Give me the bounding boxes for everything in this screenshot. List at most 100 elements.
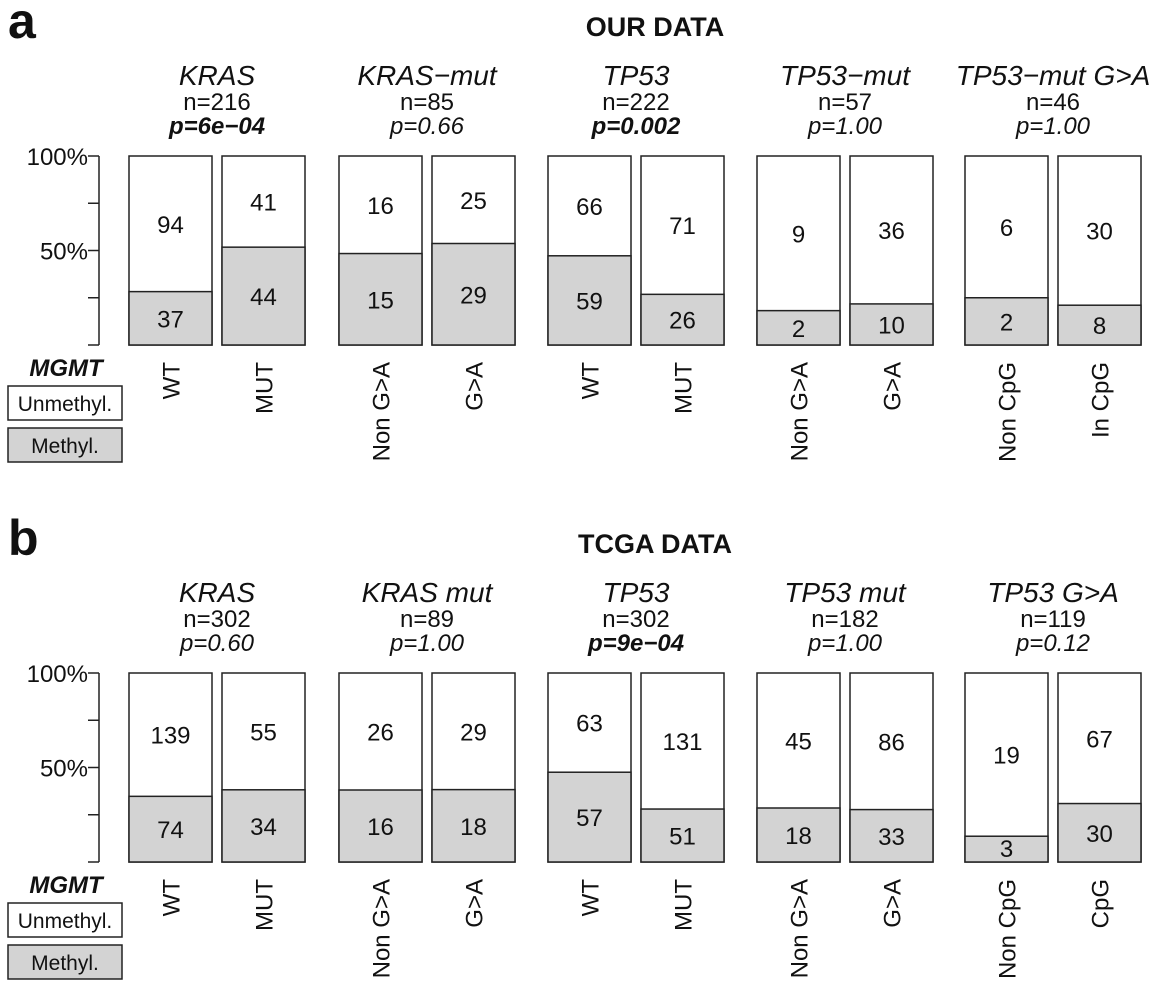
data-label-unmethyl: 6 xyxy=(1000,215,1013,242)
bar-unmethyl xyxy=(964,672,1049,863)
bar-methyl xyxy=(640,293,725,346)
x-tick-label: Non G>A xyxy=(787,362,814,461)
data-label-unmethyl: 66 xyxy=(576,194,603,221)
panel-b: b TCGA DATA100%50%KRASn=302p=0.6013974WT5… xyxy=(7,510,1142,980)
bar-methyl xyxy=(431,788,516,863)
data-label-unmethyl: 30 xyxy=(1086,219,1113,246)
group-p-value: p=1.00 xyxy=(807,113,883,140)
bar-methyl xyxy=(128,290,213,346)
group-n: n=89 xyxy=(400,606,454,633)
x-tick-label: MUT xyxy=(671,879,698,931)
bar-methyl xyxy=(128,795,213,863)
x-tick-label: G>A xyxy=(462,362,489,411)
legend-swatch xyxy=(7,944,123,980)
data-label-methyl: 8 xyxy=(1093,313,1106,340)
data-label-methyl: 74 xyxy=(157,817,184,844)
bar-methyl xyxy=(221,246,306,346)
data-label-methyl: 30 xyxy=(1086,821,1113,848)
group-title: KRAS−mut xyxy=(357,60,497,91)
y-tick-label: 100% xyxy=(27,661,88,688)
data-label-methyl: 10 xyxy=(878,312,905,339)
group-n: n=302 xyxy=(602,606,669,633)
x-tick-label: CpG xyxy=(1088,879,1115,928)
y-tick-label: 100% xyxy=(27,144,88,171)
data-label-unmethyl: 55 xyxy=(250,719,277,746)
group-p-value: p=1.00 xyxy=(1015,113,1091,140)
data-label-unmethyl: 94 xyxy=(157,212,184,239)
data-label-unmethyl: 67 xyxy=(1086,726,1113,753)
bar-methyl xyxy=(849,808,934,863)
bar-methyl xyxy=(338,252,423,346)
x-tick-label: Non CpG xyxy=(995,879,1022,979)
panel-letter: a xyxy=(8,0,37,49)
x-tick-label: WT xyxy=(578,879,605,917)
data-label-methyl: 59 xyxy=(576,288,603,315)
data-label-unmethyl: 131 xyxy=(662,729,702,756)
group-title: TP53−mut G>A xyxy=(956,60,1151,91)
bar-methyl xyxy=(338,789,423,863)
data-label-unmethyl: 36 xyxy=(878,218,905,245)
x-tick-label: Non G>A xyxy=(369,362,396,461)
x-tick-label: Non CpG xyxy=(995,362,1022,462)
data-label-unmethyl: 9 xyxy=(792,221,805,248)
group-n: n=46 xyxy=(1026,89,1080,116)
x-tick-label: Non G>A xyxy=(787,879,814,978)
data-label-unmethyl: 86 xyxy=(878,729,905,756)
x-tick-label: MUT xyxy=(252,362,279,414)
group-n: n=216 xyxy=(183,89,250,116)
group-n: n=57 xyxy=(818,89,872,116)
bar-methyl xyxy=(756,309,841,346)
bar-methyl xyxy=(431,242,516,346)
x-tick-label: G>A xyxy=(880,362,907,411)
group-p-value: p=6e−04 xyxy=(168,113,265,140)
data-label-methyl: 2 xyxy=(792,316,805,343)
data-label-unmethyl: 71 xyxy=(669,213,696,240)
x-tick-label: Non G>A xyxy=(369,879,396,978)
data-label-methyl: 3 xyxy=(1000,836,1013,863)
bar-methyl xyxy=(964,835,1049,863)
bar-methyl xyxy=(756,807,841,863)
legend-label: Unmethyl. xyxy=(18,393,113,416)
data-label-unmethyl: 19 xyxy=(993,743,1020,770)
data-label-methyl: 26 xyxy=(669,308,696,335)
group-p-value: p=9e−04 xyxy=(587,630,684,657)
group-p-value: p=0.12 xyxy=(1015,630,1090,657)
legend-label: Unmethyl. xyxy=(18,910,113,933)
group-n: n=302 xyxy=(183,606,250,633)
bar-methyl xyxy=(640,808,725,863)
x-tick-label: WT xyxy=(578,362,605,400)
group-n: n=119 xyxy=(1020,606,1086,633)
data-label-methyl: 57 xyxy=(576,805,603,832)
group-title: TP53 G>A xyxy=(987,577,1119,608)
panel-title: OUR DATA xyxy=(586,12,724,42)
x-tick-label: G>A xyxy=(880,879,907,928)
data-label-unmethyl: 139 xyxy=(150,723,190,750)
data-label-unmethyl: 29 xyxy=(460,719,487,746)
bar-methyl xyxy=(849,303,934,346)
bar-methyl xyxy=(221,789,306,863)
data-label-unmethyl: 45 xyxy=(785,729,812,756)
y-tick-label: 50% xyxy=(40,756,88,783)
data-label-methyl: 44 xyxy=(250,284,277,311)
data-label-unmethyl: 63 xyxy=(576,711,603,738)
bar-methyl xyxy=(1057,304,1142,346)
legend-swatch xyxy=(7,385,123,421)
group-title: KRAS xyxy=(179,577,256,608)
legend-swatch xyxy=(7,427,123,463)
data-label-methyl: 18 xyxy=(460,814,487,841)
group-p-value: p=0.66 xyxy=(389,113,465,140)
group-p-value: p=0.60 xyxy=(179,630,255,657)
legend-title: MGMT xyxy=(29,872,105,899)
x-tick-label: WT xyxy=(159,879,186,917)
bar-methyl xyxy=(547,255,632,346)
data-label-unmethyl: 26 xyxy=(367,720,394,747)
panel-letter: b xyxy=(8,510,39,566)
data-label-methyl: 33 xyxy=(878,824,905,851)
data-label-methyl: 51 xyxy=(669,824,696,851)
group-title: TP53 xyxy=(603,577,670,608)
data-label-methyl: 37 xyxy=(157,306,184,333)
group-title: TP53−mut xyxy=(780,60,911,91)
data-label-methyl: 15 xyxy=(367,287,394,314)
data-label-methyl: 29 xyxy=(460,282,487,309)
